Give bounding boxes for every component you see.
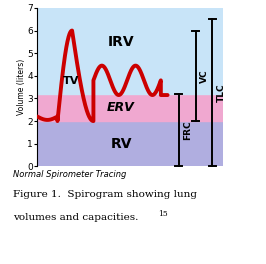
Bar [37, 121, 223, 166]
Text: VC: VC [200, 69, 209, 83]
Y-axis label: Volume (liters): Volume (liters) [17, 59, 26, 115]
Text: 15: 15 [158, 210, 168, 218]
Text: TLC: TLC [217, 83, 226, 102]
Bar [37, 94, 223, 121]
Text: TV: TV [63, 77, 79, 87]
Text: Normal Spirometer Tracing: Normal Spirometer Tracing [13, 170, 127, 179]
Text: volumes and capacities.: volumes and capacities. [13, 213, 139, 221]
Text: FRC: FRC [184, 120, 192, 140]
Text: RV: RV [110, 137, 132, 151]
Text: Figure 1.  Spirogram showing lung: Figure 1. Spirogram showing lung [13, 190, 197, 199]
Text: ERV: ERV [107, 101, 135, 114]
Bar [37, 8, 223, 94]
Text: IRV: IRV [108, 35, 134, 49]
